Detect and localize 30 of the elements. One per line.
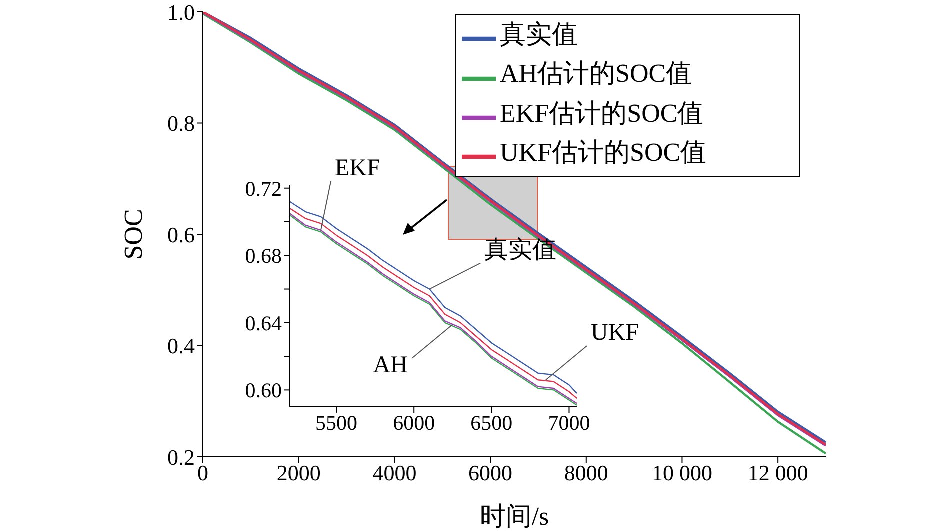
x-tick-label: 6000 [468, 460, 513, 486]
y-tick-label: 0.2 [168, 444, 195, 470]
y-tick-label: 0.68 [245, 244, 282, 268]
legend-label: AH估计的SOC值 [500, 59, 692, 88]
legend-label: EKF估计的SOC值 [500, 98, 704, 128]
x-axis-title: 时间/s [480, 502, 550, 531]
y-tick-label: 0.64 [245, 311, 282, 336]
annotation: UKF [590, 320, 639, 346]
y-axis-title: SOC [119, 209, 148, 260]
y-tick-label: 0.6 [168, 222, 195, 248]
x-tick-label: 6500 [470, 410, 513, 435]
x-tick-label: 7000 [548, 410, 590, 435]
y-tick-label: 0.72 [245, 176, 282, 201]
annotation: 真实值 [484, 236, 557, 264]
y-tick-label: 0.60 [245, 378, 282, 403]
annotation: AH [373, 352, 408, 379]
x-tick-label: 0 [198, 460, 208, 486]
x-tick-label: 12 000 [748, 460, 808, 486]
legend-label: 真实值 [500, 20, 578, 49]
legend-label: UKF估计的SOC值 [500, 138, 707, 167]
x-tick-label: 4000 [372, 460, 417, 486]
y-tick-label: 1.0 [168, 0, 195, 25]
annotation: EKF [335, 155, 380, 182]
x-tick-label: 2000 [276, 460, 321, 486]
x-tick-label: 6000 [393, 410, 436, 435]
x-tick-label: 8000 [564, 460, 608, 486]
x-tick-label: 10 000 [652, 460, 712, 486]
y-tick-label: 0.4 [168, 334, 195, 359]
y-tick-label: 0.8 [168, 111, 195, 136]
x-tick-label: 5500 [316, 410, 358, 435]
